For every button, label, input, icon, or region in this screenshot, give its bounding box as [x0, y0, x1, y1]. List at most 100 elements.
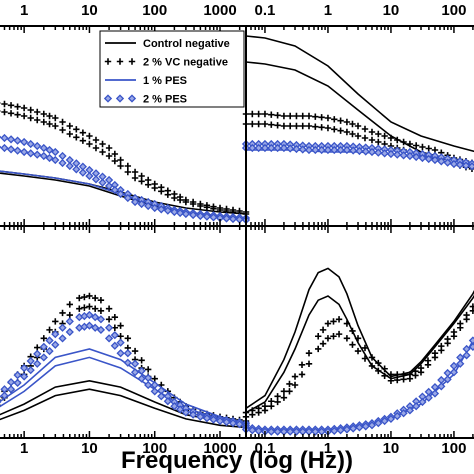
diamond-marker [157, 392, 166, 401]
diamond-marker [104, 181, 114, 191]
plus-marker [305, 350, 313, 357]
plus-marker [299, 122, 306, 130]
diamond-marker [123, 193, 132, 203]
diamond-marker [292, 144, 301, 154]
tick-label: 1000 [203, 2, 236, 19]
panel-frames: 1 10 100 1000 0.1 1 10 100 1 10 100 1000 0.1 1 10 100 [0, 2, 474, 457]
plus-marker [469, 307, 474, 314]
plus-marker [298, 361, 306, 369]
plus-marker [354, 347, 362, 355]
plus-marker [76, 294, 83, 302]
plus-marker [361, 355, 369, 362]
diamond-marker [202, 212, 212, 221]
diamond-marker [13, 370, 22, 380]
diamond-marker [412, 152, 421, 162]
plus-marker [343, 128, 351, 136]
diamond-marker [361, 147, 370, 156]
plus-marker [286, 388, 293, 395]
diamond-marker [39, 353, 48, 362]
diamond-marker [443, 375, 452, 384]
plus-marker [111, 157, 119, 165]
diamond-marker [443, 158, 452, 167]
plus-marker [46, 120, 53, 128]
tick-label: 10 [81, 2, 98, 19]
tick-label: 100 [441, 2, 466, 19]
plus-marker [210, 205, 217, 212]
plus-marker [330, 333, 337, 340]
diamond-marker [181, 408, 190, 417]
diamond-marker [349, 146, 358, 155]
diamond-marker [91, 313, 100, 322]
diamond-marker [20, 137, 29, 147]
plus-marker [97, 307, 105, 314]
plus-marker [73, 134, 80, 141]
plus-marker [46, 326, 53, 334]
plus-marker [59, 126, 66, 134]
tick-label: 1 [20, 440, 28, 457]
diamond-marker [386, 414, 396, 424]
plus-marker [286, 380, 293, 388]
diamond-marker [26, 139, 35, 149]
plus-marker [381, 132, 388, 140]
diamond-marker [33, 359, 42, 368]
plus-marker [105, 305, 113, 312]
plus-marker [417, 369, 425, 376]
tick-label: 10 [383, 440, 400, 457]
plus-marker [324, 124, 332, 132]
plus-marker [291, 373, 299, 380]
diamond-marker [342, 425, 352, 434]
series-line [245, 35, 474, 153]
plus-marker [274, 398, 281, 406]
plus-marker [117, 162, 124, 170]
diamond-marker [228, 419, 238, 428]
plus-marker [337, 117, 344, 124]
plus-marker [59, 118, 66, 126]
series-bottom-right-6 [241, 342, 474, 436]
diamond-marker [116, 338, 125, 347]
diamond-marker [51, 340, 60, 349]
diamond-marker [336, 426, 345, 435]
diamond-marker [267, 427, 276, 436]
plus-marker [400, 138, 407, 146]
plus-marker [151, 184, 158, 192]
diamond-marker [170, 402, 179, 411]
diamond-marker [33, 150, 42, 159]
diamond-marker [279, 143, 289, 153]
plus-marker [305, 360, 313, 367]
diamond-marker [196, 412, 205, 421]
plus-marker [318, 114, 325, 121]
plus-marker [343, 320, 351, 327]
plus-marker [419, 143, 426, 151]
plus-marker [197, 202, 204, 210]
tick-label: 100 [142, 440, 167, 457]
diamond-marker [215, 416, 225, 426]
plus-marker [361, 344, 369, 352]
diamond-marker [424, 154, 433, 164]
diamond-marker [222, 417, 231, 427]
plus-marker [286, 112, 294, 120]
plus-marker [424, 361, 432, 369]
diamond-marker [65, 317, 74, 326]
diamond-marker [58, 334, 67, 343]
diamond-marker [6, 135, 16, 144]
plus-marker [255, 409, 262, 416]
plus-marker [46, 112, 53, 120]
plus-marker [268, 403, 275, 410]
plus-marker [52, 122, 59, 130]
diamond-marker [98, 178, 107, 187]
legend-item: 1 % PES [105, 75, 187, 87]
diamond-marker [150, 203, 159, 213]
diamond-marker [355, 423, 364, 432]
plus-marker [99, 140, 106, 148]
diamond-marker [181, 209, 190, 219]
plus-marker [268, 121, 275, 128]
plus-marker [274, 112, 281, 119]
diamond-marker [367, 147, 377, 157]
plus-marker [324, 114, 332, 122]
series-top-left-6 [0, 143, 251, 225]
plus-marker [255, 120, 262, 128]
diamond-marker [235, 420, 244, 429]
plus-marker [131, 174, 139, 182]
legend-item: 2 % PES [103, 94, 187, 106]
tick-label: 10 [383, 2, 400, 19]
